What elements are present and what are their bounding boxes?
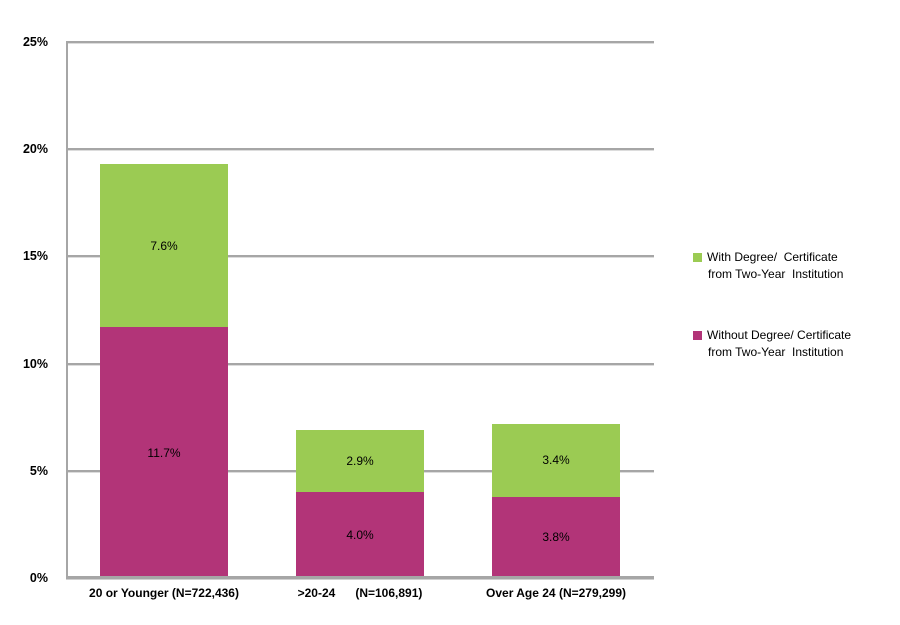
y-tick-label: 15% [22, 249, 48, 264]
legend: With Degree/ Certificate from Two-Year I… [693, 249, 893, 361]
gridline [66, 255, 654, 258]
y-tick-label: 0% [29, 571, 48, 585]
y-tick-label: 5% [29, 463, 48, 478]
legend-item-with-degree: With Degree/ Certificate from Two-Year I… [693, 249, 893, 283]
bar-data-label: 11.7% [147, 445, 181, 460]
gridline [66, 148, 654, 151]
x-tick-label: Over Age 24 (N=279,299) [486, 586, 626, 600]
legend-swatch-without-degree-icon [693, 331, 702, 340]
legend-item-without-degree: Without Degree/ Certificate from Two-Yea… [693, 327, 893, 361]
bar-data-label: 2.9% [346, 454, 374, 469]
bar-slot: 7.6% 11.7% [66, 42, 262, 578]
y-tick-label: 25% [22, 35, 48, 49]
bar-segment: 2.9% [296, 430, 424, 493]
bars-row: 7.6% 11.7% 2.9% 4.0% 3.4% 3.8% [66, 42, 654, 578]
plot-area: 7.6% 11.7% 2.9% 4.0% 3.4% 3.8% [66, 41, 654, 579]
y-tick-label: 10% [22, 356, 48, 371]
x-tick-label: 20 or Younger (N=722,436) [89, 586, 239, 600]
bar-slot: 2.9% 4.0% [262, 42, 458, 578]
bar-segment: 4.0% [296, 492, 424, 578]
x-tick-label: >20-24 (N=106,891) [297, 586, 423, 600]
bar-segment: 7.6% [100, 164, 228, 328]
gridline [66, 362, 654, 365]
bar-segment: 3.4% [492, 423, 620, 497]
bar-segment: 11.7% [100, 327, 228, 578]
bar-data-label: 4.0% [346, 528, 374, 543]
bar-slot: 3.4% 3.8% [458, 42, 654, 578]
y-tick-label: 20% [22, 142, 48, 157]
legend-label-with-degree: With Degree/ Certificate from Two-Year I… [707, 250, 844, 281]
bar-segment: 3.8% [492, 496, 620, 578]
x-axis-line [66, 576, 654, 579]
gridline [66, 41, 654, 43]
bar-data-label: 3.4% [542, 453, 570, 468]
legend-swatch-with-degree-icon [693, 253, 702, 262]
y-axis-labels: 0% 5% 10% 15% 20% 25% [0, 35, 56, 585]
bar-data-label: 3.8% [542, 530, 570, 545]
bar-data-label: 7.6% [150, 238, 178, 253]
y-axis-line [66, 42, 68, 578]
x-axis-labels: 20 or Younger (N=722,436) >20-24 (N=106,8… [66, 586, 654, 600]
legend-label-without-degree: Without Degree/ Certificate from Two-Yea… [707, 328, 852, 359]
